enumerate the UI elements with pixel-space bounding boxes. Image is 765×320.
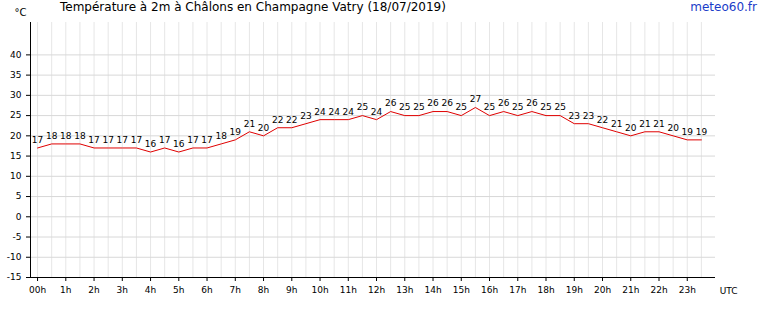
svg-text:5: 5 [16,191,22,201]
svg-text:26: 26 [427,98,439,108]
svg-text:23: 23 [583,111,594,121]
svg-text:27: 27 [470,94,481,104]
svg-text:17h: 17h [509,285,526,295]
svg-text:22: 22 [597,115,608,125]
svg-text:17: 17 [131,135,142,145]
svg-text:25: 25 [540,102,551,112]
svg-text:18: 18 [215,131,227,141]
svg-text:-10: -10 [7,252,22,262]
svg-text:25: 25 [512,102,523,112]
svg-text:10: 10 [10,171,22,181]
svg-text:00h: 00h [29,285,46,295]
svg-text:6h: 6h [201,285,212,295]
svg-text:26: 26 [441,98,453,108]
svg-text:24: 24 [371,107,383,117]
svg-text:22: 22 [272,115,283,125]
svg-text:17: 17 [159,135,170,145]
svg-text:11h: 11h [340,285,357,295]
svg-text:25: 25 [357,102,368,112]
svg-text:18: 18 [74,131,86,141]
html-text:meteo60.fr: meteo60.fr [690,0,757,14]
svg-text:19h: 19h [566,285,583,295]
svg-text:40: 40 [10,50,22,60]
svg-text:2h: 2h [88,285,99,295]
svg-text:19: 19 [696,127,708,137]
svg-text:18h: 18h [537,285,554,295]
svg-text:23h: 23h [679,285,696,295]
svg-text:UTC: UTC [720,286,738,296]
svg-text:22h: 22h [650,285,667,295]
svg-text:8h: 8h [258,285,269,295]
svg-text:4h: 4h [145,285,156,295]
svg-text:35: 35 [10,70,21,80]
svg-text:20: 20 [10,131,22,141]
svg-text:17: 17 [88,135,99,145]
svg-text:22: 22 [286,115,297,125]
svg-text:23: 23 [569,111,580,121]
svg-text:26: 26 [498,98,510,108]
svg-text:25: 25 [10,110,21,120]
svg-text:14h: 14h [424,285,441,295]
svg-text:17: 17 [102,135,113,145]
svg-text:17: 17 [187,135,198,145]
svg-text:17: 17 [201,135,212,145]
svg-text:5h: 5h [173,285,184,295]
svg-text:10h: 10h [311,285,328,295]
svg-text:°C: °C [15,7,27,18]
svg-text:16: 16 [145,139,157,149]
svg-text:13h: 13h [396,285,413,295]
svg-text:16: 16 [173,139,185,149]
svg-text:19: 19 [230,127,242,137]
svg-text:17: 17 [32,135,43,145]
svg-text:21: 21 [244,119,255,129]
svg-text:26: 26 [385,98,397,108]
svg-text:21: 21 [611,119,622,129]
svg-text:0: 0 [16,212,22,222]
svg-text:16h: 16h [481,285,498,295]
svg-text:21: 21 [653,119,664,129]
svg-text:18: 18 [60,131,72,141]
svg-text:12h: 12h [368,285,385,295]
svg-text:24: 24 [343,107,355,117]
svg-text:1h: 1h [60,285,71,295]
svg-text:24: 24 [328,107,340,117]
svg-text:19: 19 [682,127,694,137]
svg-text:20: 20 [258,123,270,133]
svg-text:20: 20 [667,123,679,133]
svg-text:20: 20 [625,123,637,133]
svg-text:3h: 3h [117,285,128,295]
svg-text:23: 23 [300,111,311,121]
svg-text:9h: 9h [286,285,297,295]
svg-text:18: 18 [46,131,58,141]
svg-text:26: 26 [526,98,538,108]
svg-text:21: 21 [639,119,650,129]
svg-text:25: 25 [456,102,467,112]
svg-text:24: 24 [314,107,326,117]
svg-text:17: 17 [117,135,128,145]
svg-text:21h: 21h [622,285,639,295]
svg-text:7h: 7h [230,285,241,295]
svg-text:25: 25 [413,102,424,112]
svg-text:15: 15 [10,151,21,161]
svg-text:20h: 20h [594,285,611,295]
svg-text:25: 25 [484,102,495,112]
svg-text:-5: -5 [13,232,22,242]
svg-text:15h: 15h [453,285,470,295]
svg-text:-15: -15 [7,272,22,282]
svg-text:30: 30 [10,90,22,100]
svg-text:25: 25 [554,102,565,112]
svg-text:25: 25 [399,102,410,112]
html-text:Température à 2m à Châlons en: Température à 2m à Châlons en Champagne … [60,0,446,14]
